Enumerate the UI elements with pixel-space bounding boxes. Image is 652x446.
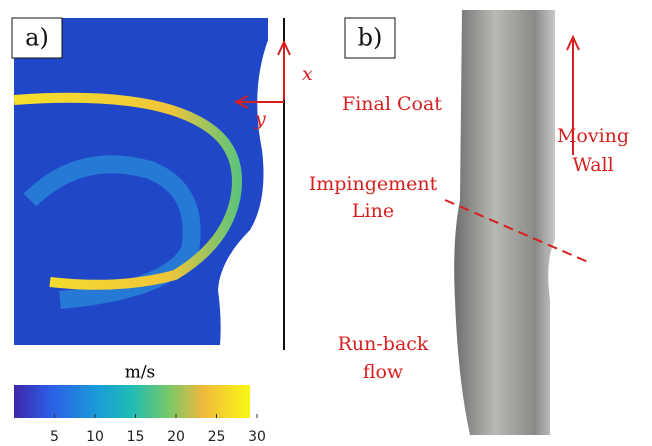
panel-a: a) x y xyxy=(12,18,313,350)
coating-surface xyxy=(454,10,555,435)
annotation: Line xyxy=(352,200,394,222)
annotation: Moving xyxy=(557,125,629,147)
y-label: y xyxy=(254,108,266,130)
annotation: Impingement xyxy=(309,173,438,195)
colorbar-tick-label: 25 xyxy=(208,429,226,445)
annotation: Wall xyxy=(572,154,613,176)
y-arrow xyxy=(236,96,284,108)
x-arrow xyxy=(278,42,290,100)
x-label: x xyxy=(302,63,313,85)
annotation: Final Coat xyxy=(342,93,442,115)
panel-label: b) xyxy=(358,24,383,52)
panel-label: a) xyxy=(25,24,49,52)
colorbar-tick-label: 10 xyxy=(86,429,104,445)
colorbar-tick-label: 30 xyxy=(248,429,266,445)
annotation: flow xyxy=(363,361,404,383)
colorbar-tick-label: 15 xyxy=(127,429,145,445)
annotation: Run-back xyxy=(338,333,429,355)
colorbar-scale xyxy=(14,385,250,418)
colorbar-tick-label: 20 xyxy=(167,429,185,445)
figure: a) x y m/s 5 10 15 20 25 30 b) Final Coat Imp… xyxy=(0,0,652,446)
panel-b: b) Final Coat Impingement Line Run-back … xyxy=(309,10,629,435)
colorbar: m/s 5 10 15 20 25 30 xyxy=(14,363,266,446)
colorbar-tick-label: 5 xyxy=(50,429,59,445)
colorbar-unit: m/s xyxy=(125,363,156,383)
